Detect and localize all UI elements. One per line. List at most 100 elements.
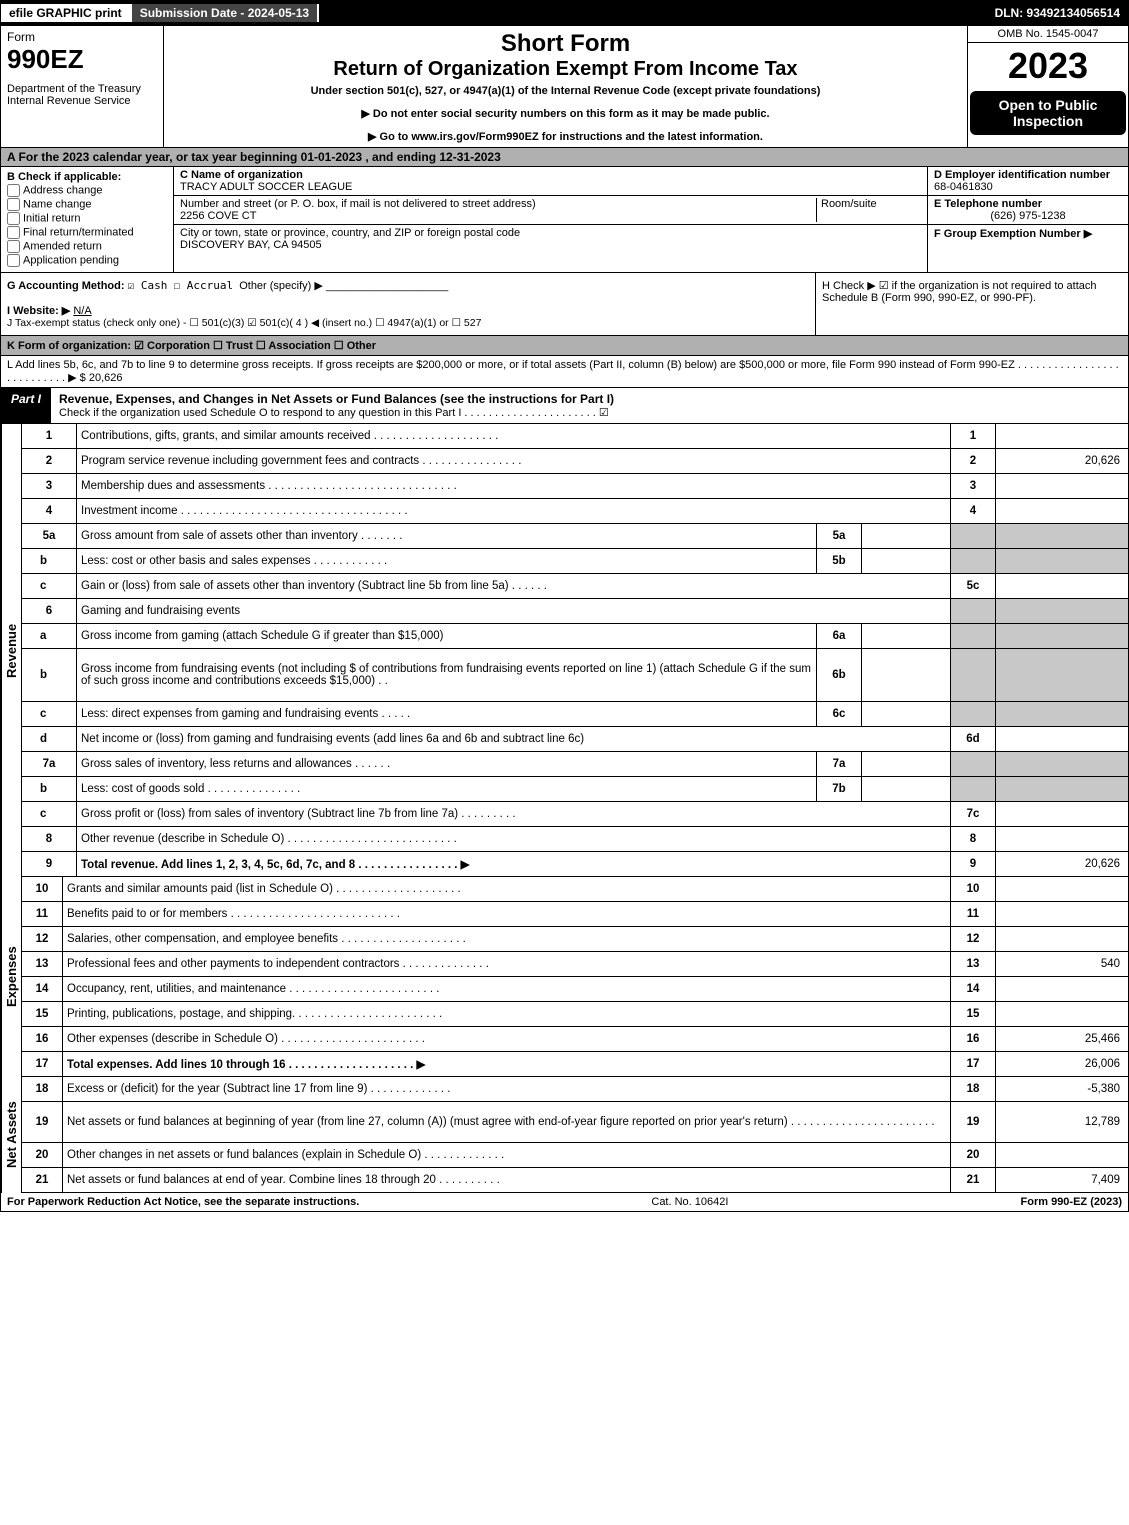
row-k: K Form of organization: ☑ Corporation ☐ … [0, 336, 1129, 356]
efile-print[interactable]: efile GRAPHIC print [1, 4, 130, 22]
chk-amended-return[interactable]: Amended return [7, 240, 167, 253]
omb-number: OMB No. 1545-0047 [968, 26, 1128, 43]
box-def: D Employer identification number 68-0461… [927, 167, 1128, 272]
street-label: Number and street (or P. O. box, if mail… [180, 198, 816, 210]
row-gh: G Accounting Method: ☑ Cash ☐ Accrual Ot… [0, 273, 1129, 336]
org-name: TRACY ADULT SOCCER LEAGUE [180, 181, 921, 193]
line-1: 1Contributions, gifts, grants, and simil… [22, 424, 1129, 449]
line-5a: 5aGross amount from sale of assets other… [22, 524, 1129, 549]
line-4: 4Investment income . . . . . . . . . . .… [22, 499, 1129, 524]
footer-right: Form 990-EZ (2023) [1021, 1196, 1122, 1208]
revenue-table: 1Contributions, gifts, grants, and simil… [21, 424, 1129, 877]
part1-sub: Check if the organization used Schedule … [59, 407, 609, 419]
row-l-value: 20,626 [89, 372, 123, 384]
line-20: 20Other changes in net assets or fund ba… [22, 1143, 1129, 1168]
chk-name-change[interactable]: Name change [7, 198, 167, 211]
form-title: Return of Organization Exempt From Incom… [170, 58, 961, 81]
box-b: B Check if applicable: Address change Na… [1, 167, 174, 272]
other-specify[interactable]: Other (specify) ▶ [239, 280, 323, 292]
part1-label: Part I [1, 388, 51, 423]
line-6a: aGross income from gaming (attach Schedu… [22, 624, 1129, 649]
line-6d: dNet income or (loss) from gaming and fu… [22, 727, 1129, 752]
row-h: H Check ▶ ☑ if the organization is not r… [815, 273, 1128, 335]
chk-application-pending[interactable]: Application pending [7, 254, 167, 267]
header-mid: Short Form Return of Organization Exempt… [164, 26, 967, 147]
ein-label: D Employer identification number [934, 169, 1110, 181]
revenue-section: Revenue 1Contributions, gifts, grants, a… [0, 424, 1129, 877]
part1-header: Part I Revenue, Expenses, and Changes in… [0, 388, 1129, 424]
identity-block: B Check if applicable: Address change Na… [0, 167, 1129, 273]
line-5b: bLess: cost or other basis and sales exp… [22, 549, 1129, 574]
box-b-label: B Check if applicable: [7, 171, 121, 183]
dln: DLN: 93492134056514 [987, 4, 1128, 22]
form-subtitle: Under section 501(c), 527, or 4947(a)(1)… [170, 85, 961, 97]
line-3: 3Membership dues and assessments . . . .… [22, 474, 1129, 499]
expenses-section: Expenses 10Grants and similar amounts pa… [0, 877, 1129, 1077]
department: Department of the Treasury Internal Reve… [7, 83, 157, 107]
website-value: N/A [73, 305, 91, 317]
page-footer: For Paperwork Reduction Act Notice, see … [0, 1193, 1129, 1212]
line-7c: cGross profit or (loss) from sales of in… [22, 802, 1129, 827]
website-label: I Website: ▶ [7, 305, 70, 317]
line-11: 11Benefits paid to or for members . . . … [22, 902, 1129, 927]
tel-label: E Telephone number [934, 198, 1042, 210]
expenses-label: Expenses [1, 877, 21, 1077]
box-c: C Name of organization TRACY ADULT SOCCE… [174, 167, 927, 272]
line-14: 14Occupancy, rent, utilities, and mainte… [22, 977, 1129, 1002]
row-l-text: L Add lines 5b, 6c, and 7b to line 9 to … [7, 359, 1119, 384]
netassets-table: 18Excess or (deficit) for the year (Subt… [21, 1077, 1129, 1193]
line-12: 12Salaries, other compensation, and empl… [22, 927, 1129, 952]
header-left: Form 990EZ Department of the Treasury In… [1, 26, 164, 147]
line-5c: cGain or (loss) from sale of assets othe… [22, 574, 1129, 599]
line-19: 19Net assets or fund balances at beginni… [22, 1102, 1129, 1143]
submission-date: Submission Date - 2024-05-13 [130, 4, 319, 22]
line-6c: cLess: direct expenses from gaming and f… [22, 702, 1129, 727]
line-17: 17Total expenses. Add lines 10 through 1… [22, 1052, 1129, 1077]
line-9: 9Total revenue. Add lines 1, 2, 3, 4, 5c… [22, 852, 1129, 877]
line-15: 15Printing, publications, postage, and s… [22, 1002, 1129, 1027]
ssn-note: ▶ Do not enter social security numbers o… [170, 107, 961, 120]
line-7b: bLess: cost of goods sold . . . . . . . … [22, 777, 1129, 802]
row-j: J Tax-exempt status (check only one) - ☐… [7, 317, 481, 329]
chk-address-change[interactable]: Address change [7, 184, 167, 197]
row-l: L Add lines 5b, 6c, and 7b to line 9 to … [0, 356, 1129, 388]
footer-left: For Paperwork Reduction Act Notice, see … [7, 1196, 359, 1208]
chk-initial-return[interactable]: Initial return [7, 212, 167, 225]
short-form-label: Short Form [170, 30, 961, 58]
line-16: 16Other expenses (describe in Schedule O… [22, 1027, 1129, 1052]
revenue-label: Revenue [1, 424, 21, 877]
form-word: Form [7, 30, 157, 44]
open-inspection: Open to Public Inspection [970, 91, 1126, 135]
part1-title: Revenue, Expenses, and Changes in Net As… [51, 388, 1128, 423]
line-8: 8Other revenue (describe in Schedule O) … [22, 827, 1129, 852]
tax-year: 2023 [968, 43, 1128, 89]
group-exemption-label: F Group Exemption Number ▶ [934, 228, 1092, 240]
ein: 68-0461830 [934, 181, 993, 193]
header-right: OMB No. 1545-0047 2023 Open to Public In… [967, 26, 1128, 147]
room-suite-label: Room/suite [816, 198, 921, 222]
accounting-label: G Accounting Method: [7, 280, 125, 292]
chk-accrual[interactable]: ☐ Accrual [173, 279, 233, 292]
chk-cash[interactable]: ☑ Cash [128, 279, 168, 292]
footer-mid: Cat. No. 10642I [651, 1196, 728, 1208]
row-g: G Accounting Method: ☑ Cash ☐ Accrual Ot… [1, 273, 815, 335]
row-a: A For the 2023 calendar year, or tax yea… [0, 148, 1129, 167]
expenses-table: 10Grants and similar amounts paid (list … [21, 877, 1129, 1077]
line-2: 2Program service revenue including gover… [22, 449, 1129, 474]
line-6b: bGross income from fundraising events (n… [22, 649, 1129, 702]
line-13: 13Professional fees and other payments t… [22, 952, 1129, 977]
url-note[interactable]: ▶ Go to www.irs.gov/Form990EZ for instru… [170, 130, 961, 143]
line-6: 6Gaming and fundraising events [22, 599, 1129, 624]
org-name-label: C Name of organization [180, 169, 921, 181]
telephone: (626) 975-1238 [934, 210, 1122, 222]
city-label: City or town, state or province, country… [180, 227, 921, 239]
street: 2256 COVE CT [180, 210, 816, 222]
line-7a: 7aGross sales of inventory, less returns… [22, 752, 1129, 777]
form-header: Form 990EZ Department of the Treasury In… [0, 26, 1129, 148]
netassets-section: Net Assets 18Excess or (deficit) for the… [0, 1077, 1129, 1193]
form-number: 990EZ [7, 44, 157, 75]
top-bar: efile GRAPHIC print Submission Date - 20… [0, 0, 1129, 26]
line-21: 21Net assets or fund balances at end of … [22, 1168, 1129, 1193]
line-10: 10Grants and similar amounts paid (list … [22, 877, 1129, 902]
chk-final-return[interactable]: Final return/terminated [7, 226, 167, 239]
